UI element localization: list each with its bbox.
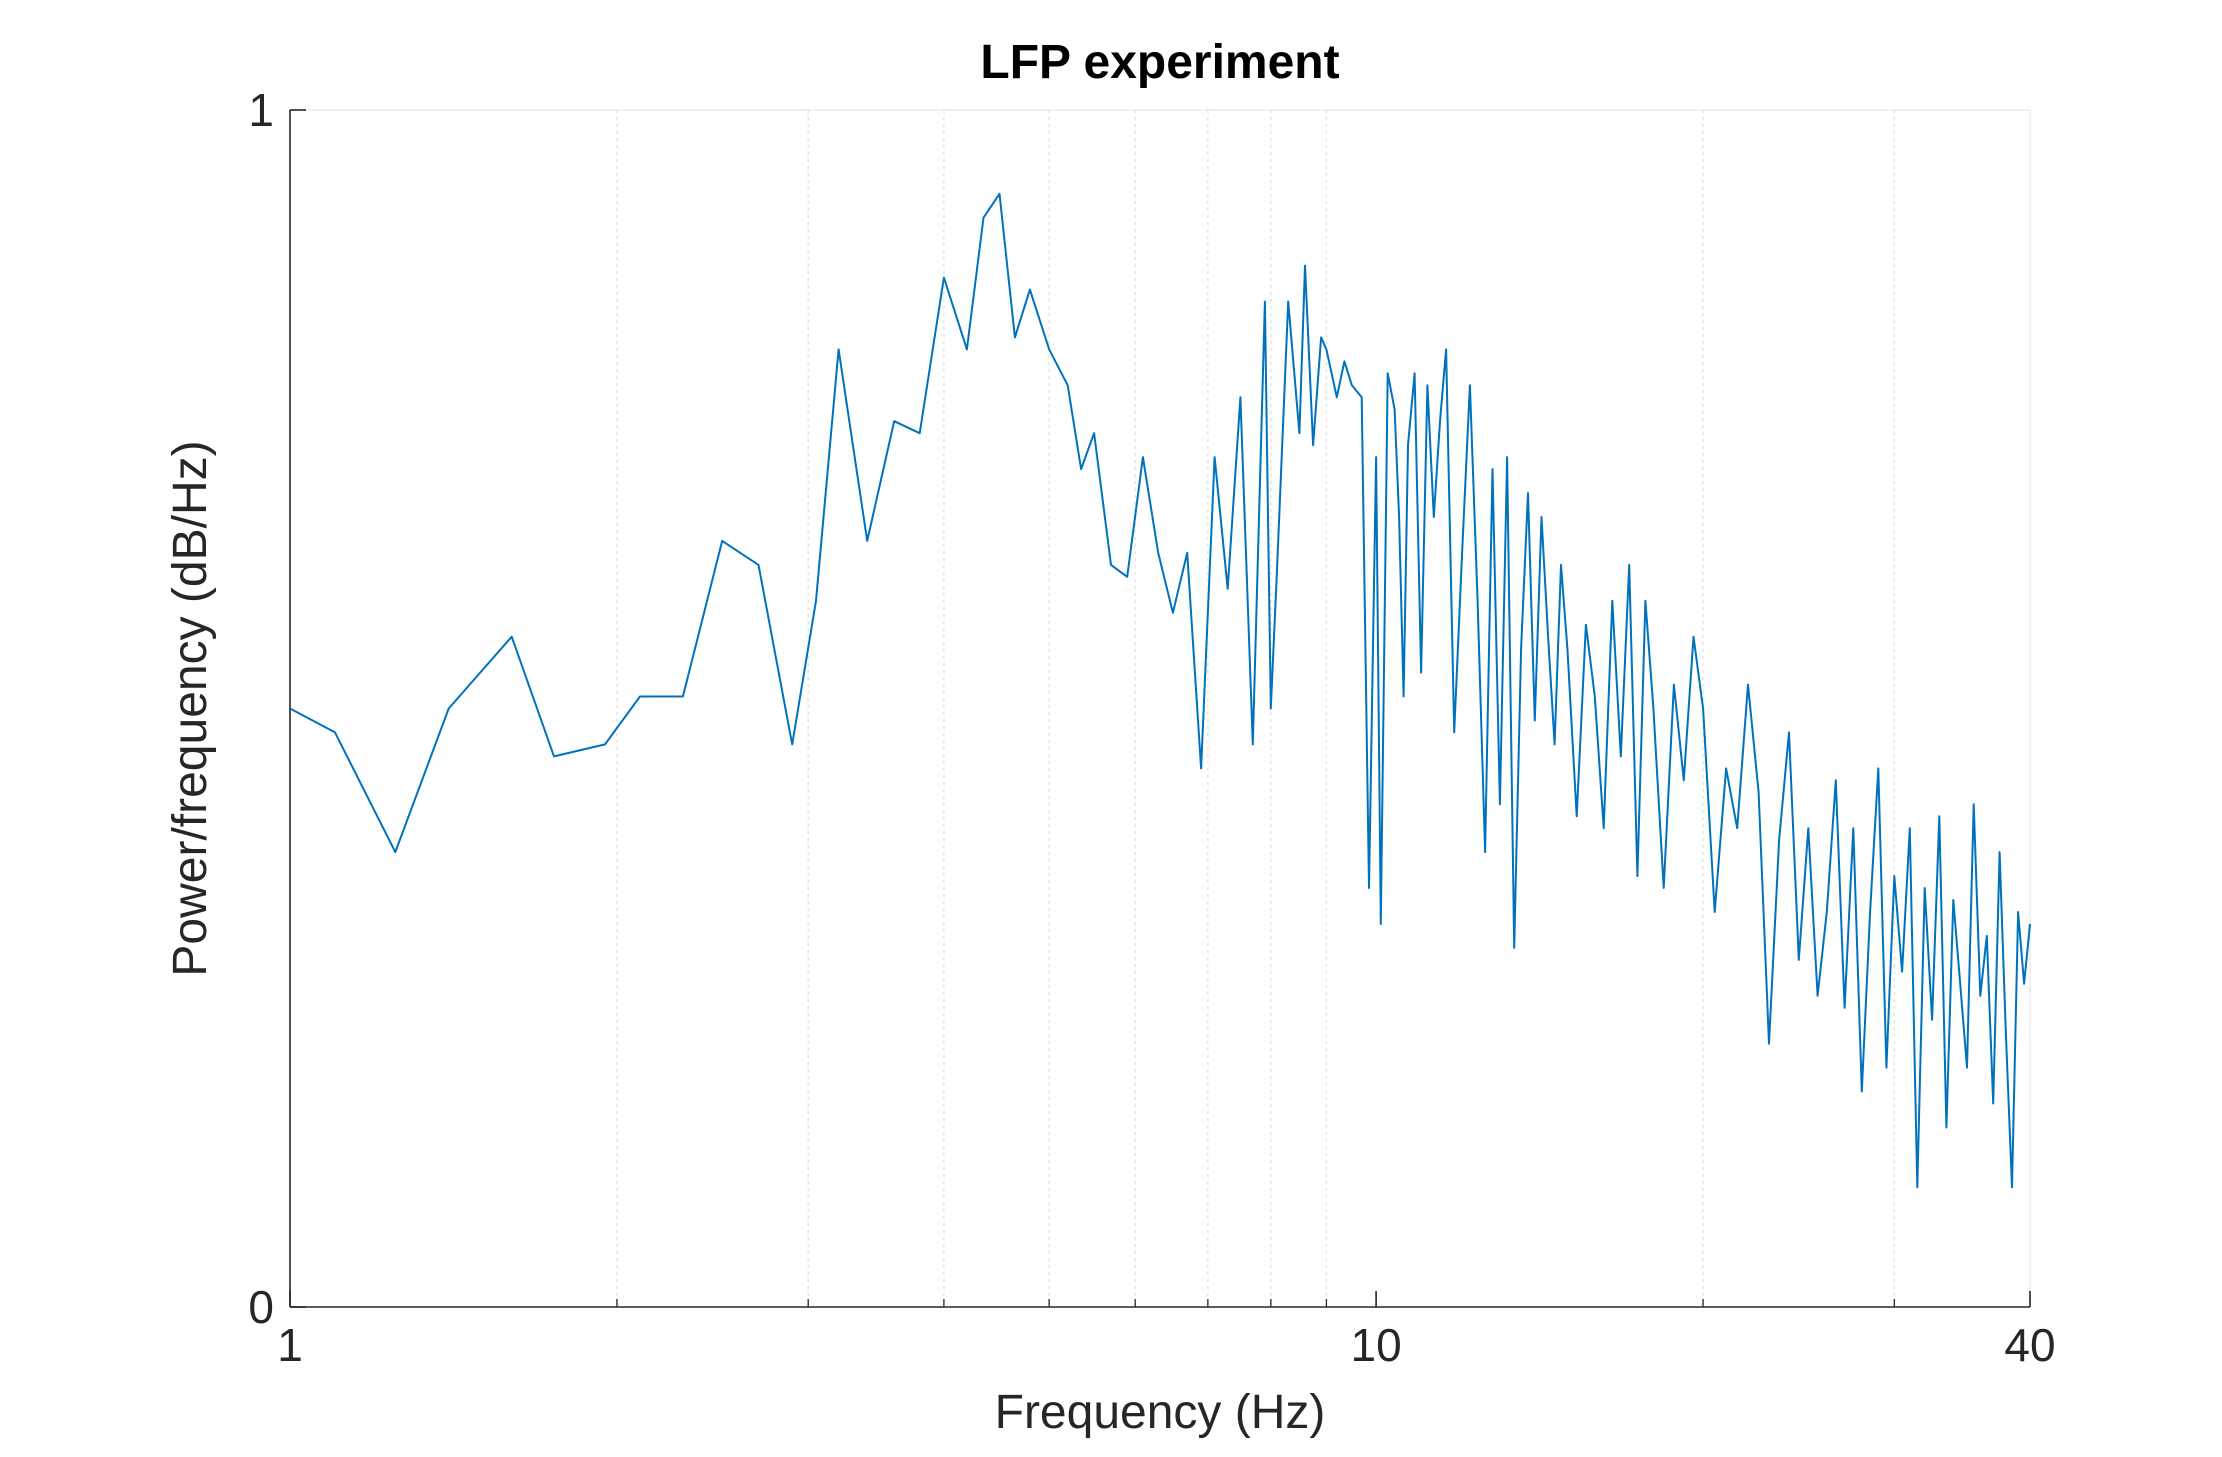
axes <box>289 109 2031 1308</box>
x-axis-label: Frequency (Hz) <box>995 1386 1326 1439</box>
x-tick-label: 10 <box>1351 1319 1402 1371</box>
psd-series-line <box>289 192 2031 1189</box>
y-tick-label: 1 <box>248 84 274 136</box>
x-tick-label: 1 <box>277 1319 303 1371</box>
chart-title: LFP experiment <box>980 36 1339 89</box>
y-axis-label: Power/frequency (dB/Hz) <box>164 440 217 976</box>
plot-area <box>290 110 2030 1307</box>
x-tick-label: 40 <box>2004 1319 2055 1371</box>
y-tick-label: 0 <box>248 1281 274 1333</box>
